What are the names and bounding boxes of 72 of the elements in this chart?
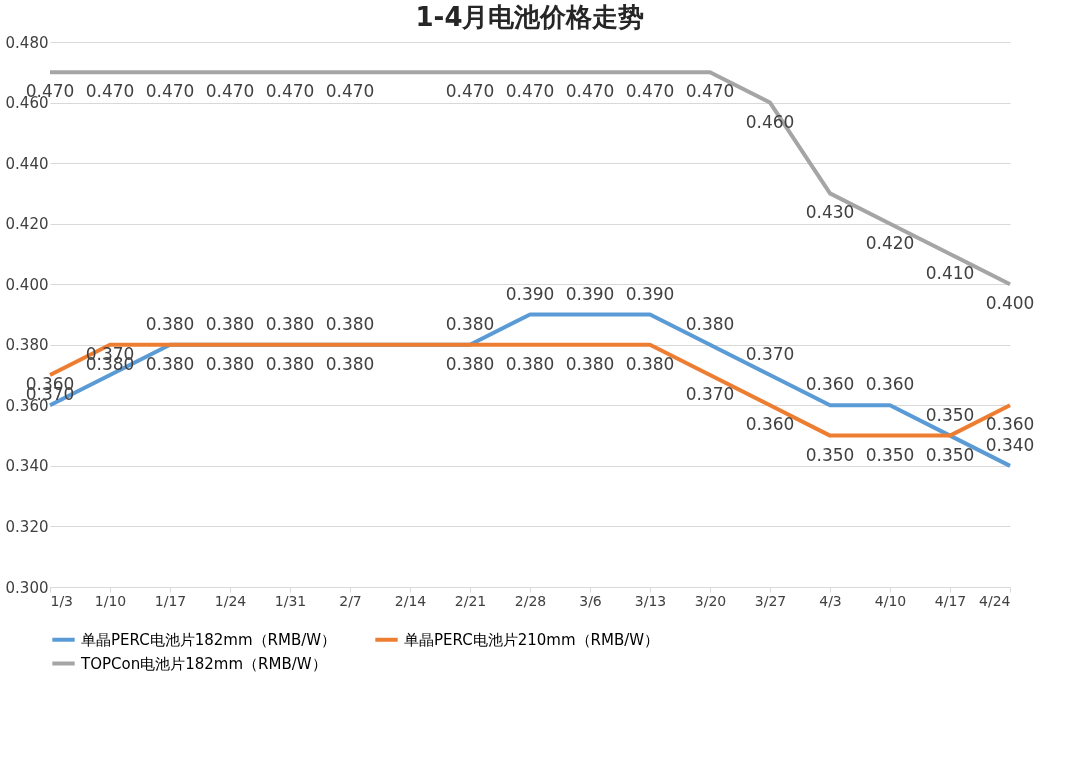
legend-label: 单晶PERC电池片182mm（RMB/W） (81, 630, 337, 649)
data-label: 0.400 (985, 293, 1035, 314)
data-label: 0.470 (685, 81, 735, 102)
data-label: 0.360 (985, 414, 1035, 435)
data-label: 0.380 (205, 313, 255, 334)
data-label: 0.360 (745, 414, 795, 435)
data-label: 0.470 (445, 81, 495, 102)
data-label: 0.340 (985, 434, 1035, 455)
data-label: 0.360 (865, 374, 915, 395)
y-tick-label: 0.480 (5, 33, 49, 52)
data-label: 0.370 (685, 384, 735, 405)
data-label: 0.470 (325, 81, 375, 102)
data-label: 0.380 (325, 353, 375, 374)
chart-title: 1-4月电池价格走势 (415, 2, 645, 32)
legend-label: 单晶PERC电池片210mm（RMB/W） (404, 630, 660, 649)
data-label: 0.470 (505, 81, 555, 102)
y-tick-label: 0.440 (5, 154, 49, 173)
data-label: 0.470 (265, 81, 315, 102)
data-label: 0.380 (565, 353, 615, 374)
data-label: 0.390 (565, 283, 615, 304)
x-tick-label: 1/31 (274, 592, 307, 609)
data-label: 0.380 (445, 353, 495, 374)
data-label: 0.350 (805, 444, 855, 465)
data-label: 0.380 (265, 353, 315, 374)
y-tick-label: 0.420 (5, 215, 49, 234)
data-label: 0.350 (865, 444, 915, 465)
data-label: 0.430 (805, 202, 855, 223)
x-tick-label: 4/10 (874, 592, 907, 609)
x-tick-label: 1/10 (94, 592, 127, 609)
data-label: 0.370 (745, 344, 795, 365)
data-label: 0.470 (85, 81, 135, 102)
data-label: 0.470 (205, 81, 255, 102)
x-tick-label: 1/3 (50, 592, 74, 609)
x-tick-label: 2/21 (454, 592, 487, 609)
data-label: 0.360 (805, 374, 855, 395)
y-tick-label: 0.400 (5, 275, 49, 294)
data-label: 0.380 (445, 313, 495, 334)
data-label: 0.380 (505, 353, 555, 374)
y-tick-label: 0.300 (5, 578, 49, 597)
data-label: 0.470 (625, 81, 675, 102)
x-tick-label: 2/14 (394, 592, 427, 609)
y-tick-label: 0.320 (5, 517, 49, 536)
data-label: 0.380 (145, 353, 195, 374)
data-label: 0.390 (625, 283, 675, 304)
y-tick-label: 0.380 (5, 336, 49, 355)
x-tick-label: 1/24 (214, 592, 247, 609)
data-label: 0.380 (265, 313, 315, 334)
data-label: 0.460 (745, 111, 795, 132)
data-label: 0.470 (145, 81, 195, 102)
x-tick-label: 3/13 (634, 592, 667, 609)
data-label: 0.420 (865, 232, 915, 253)
x-tick-label: 3/20 (694, 592, 727, 609)
data-label: 0.380 (205, 353, 255, 374)
legend-label: TOPCon电池片182mm（RMB/W） (80, 654, 327, 673)
x-tick-label: 3/6 (579, 592, 602, 609)
data-label: 0.380 (325, 313, 375, 334)
data-label: 0.350 (925, 444, 975, 465)
x-tick-label: 2/28 (514, 592, 547, 609)
x-tick-label: 2/7 (339, 592, 362, 609)
x-tick-label: 4/3 (819, 592, 842, 609)
data-label: 0.390 (505, 283, 555, 304)
data-label: 0.380 (145, 313, 195, 334)
data-label: 0.410 (925, 262, 975, 283)
x-tick-label: 1/17 (154, 592, 187, 609)
data-label: 0.380 (625, 353, 675, 374)
data-label: 0.350 (925, 404, 975, 425)
x-tick-label: 3/27 (754, 592, 787, 609)
data-label: 0.470 (565, 81, 615, 102)
x-tick-label: 4/24 (979, 592, 1011, 609)
data-label: 0.380 (685, 313, 735, 334)
y-tick-label: 0.340 (5, 457, 49, 476)
x-tick-label: 4/17 (934, 592, 967, 609)
